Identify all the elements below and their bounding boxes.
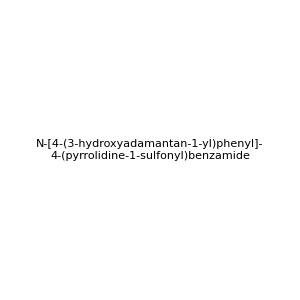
Text: N-[4-(3-hydroxyadamantan-1-yl)phenyl]-
4-(pyrrolidine-1-sulfonyl)benzamide: N-[4-(3-hydroxyadamantan-1-yl)phenyl]- 4… — [36, 139, 264, 161]
